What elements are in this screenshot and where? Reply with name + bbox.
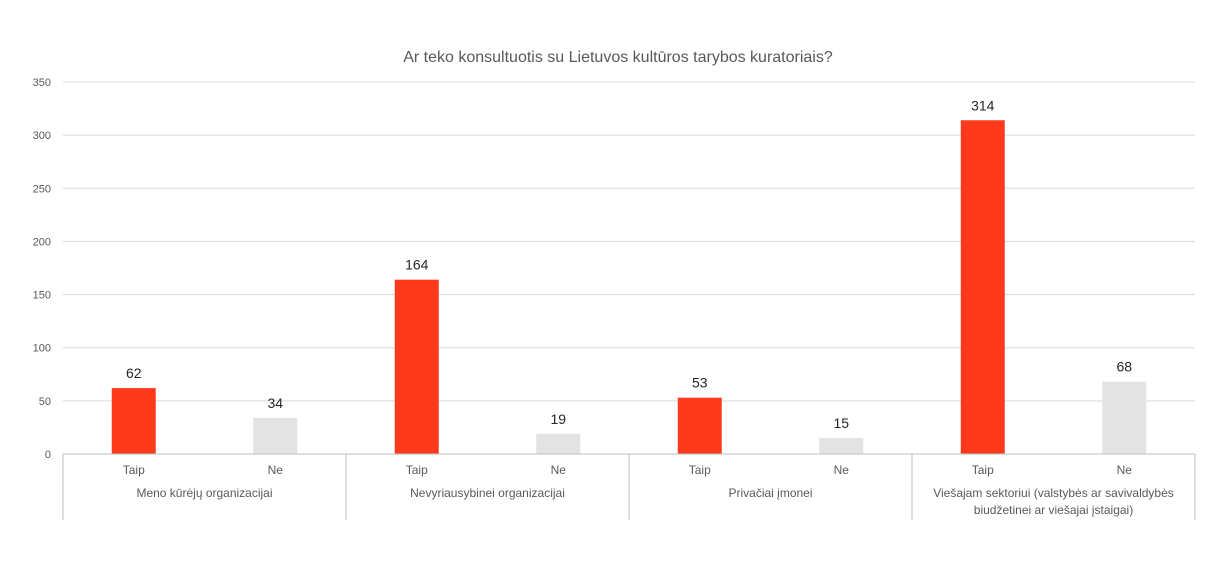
- bar-ne: [253, 417, 298, 454]
- bars: [111, 120, 1147, 455]
- data-label: 34: [267, 395, 283, 411]
- x-tick-label: Ne: [834, 463, 850, 477]
- bar-ne: [536, 433, 581, 454]
- bar-taip: [677, 397, 722, 454]
- x-tick-label: Taip: [689, 463, 711, 477]
- y-tick-label: 350: [33, 77, 51, 89]
- y-tick-label: 250: [33, 183, 51, 195]
- y-axis-ticks: 0 50 100 150 200 250 300 350: [33, 77, 51, 461]
- data-label: 53: [692, 375, 708, 391]
- bar-ne: [1102, 381, 1147, 454]
- data-label: 62: [126, 365, 142, 381]
- bar-taip: [111, 388, 156, 454]
- data-label: 68: [1116, 359, 1132, 375]
- group-label: Privačiai įmonei: [728, 486, 812, 500]
- data-label: 314: [971, 97, 995, 113]
- group-label: biudžetinei ar viešajai įstaigai): [974, 503, 1133, 517]
- x-axis: Taip Ne Meno kūrėjų organizacijai Taip Ne Nev…: [62, 453, 1196, 520]
- x-tick-label: Taip: [123, 463, 145, 477]
- y-tick-label: 300: [33, 130, 51, 142]
- y-tick-label: 200: [33, 236, 51, 248]
- y-tick-label: 50: [39, 396, 51, 408]
- chart-title: Ar teko konsultuotis su Lietuvos kultūro…: [403, 49, 833, 66]
- group-label: Viešajam sektoriui (valstybės ar savival…: [933, 486, 1174, 500]
- data-label: 15: [833, 415, 849, 431]
- data-labels: 62 34 164 19 53 15 314 68: [126, 97, 1132, 431]
- gridlines: [63, 81, 1195, 402]
- x-tick-label: Ne: [551, 463, 567, 477]
- group-label: Nevyriausybinei organizacijai: [410, 486, 565, 500]
- x-tick-label: Taip: [972, 463, 994, 477]
- group-label: Meno kūrėjų organizacijai: [136, 486, 272, 500]
- bar-taip: [960, 120, 1005, 455]
- bar-ne: [819, 438, 864, 454]
- bar-taip: [394, 279, 439, 454]
- y-tick-label: 150: [33, 290, 51, 302]
- data-label: 19: [550, 411, 566, 427]
- y-tick-label: 0: [45, 449, 51, 461]
- x-tick-label: Ne: [268, 463, 284, 477]
- data-label: 164: [405, 257, 429, 273]
- x-tick-label: Taip: [406, 463, 428, 477]
- y-tick-label: 100: [33, 343, 51, 355]
- x-tick-label: Ne: [1117, 463, 1133, 477]
